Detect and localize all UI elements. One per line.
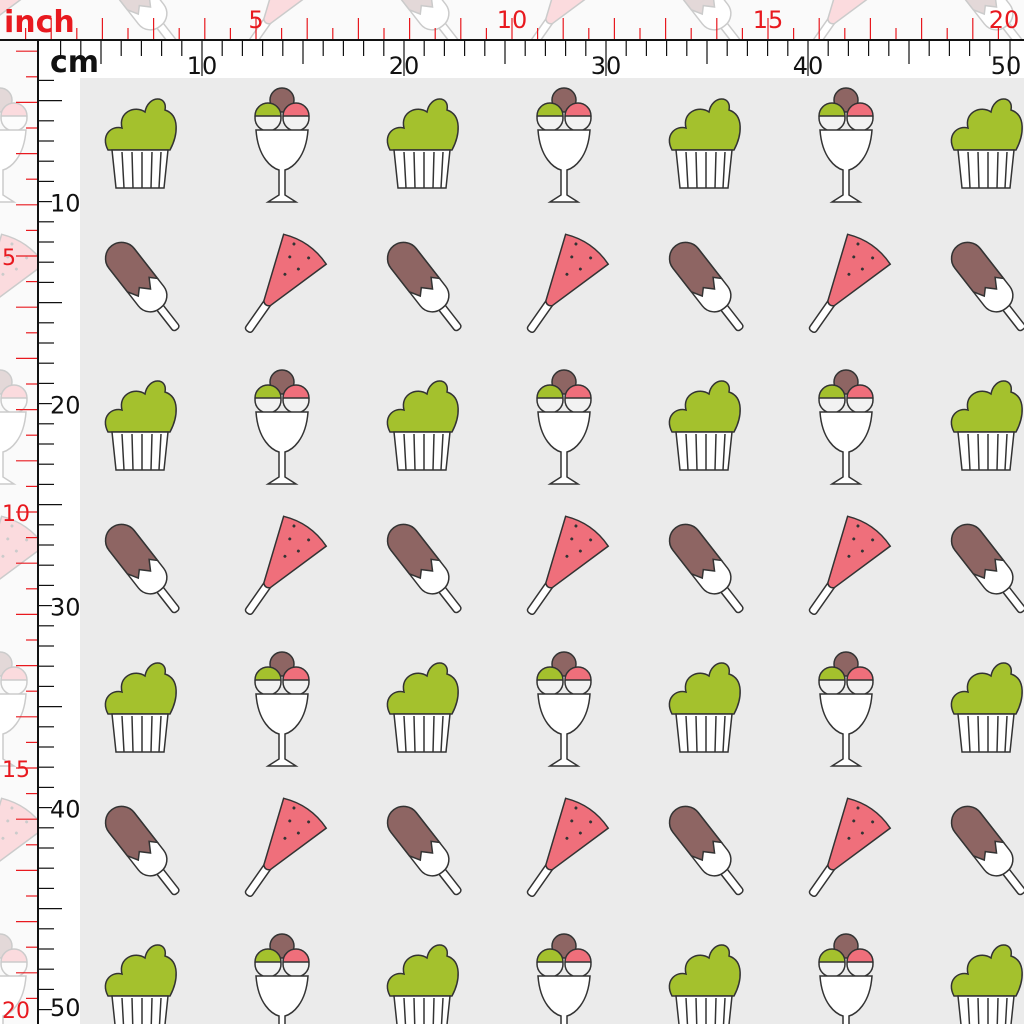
cm-label: 30 [591,52,622,80]
inch-label: 15 [753,6,784,34]
cm-label: 50 [50,994,81,1022]
inch-label: 5 [2,246,16,271]
left-cm-ruler-band [38,40,80,1024]
cm-unit: cm [50,45,99,80]
cm-label: 20 [50,392,81,420]
cm-label: 50 [991,52,1022,80]
inch-label: 10 [497,6,528,34]
inch-label: 10 [2,502,30,527]
inch-label: 15 [2,758,30,783]
inch-label: 20 [989,6,1020,34]
cm-label: 20 [389,52,420,80]
cm-label: 30 [50,594,81,622]
left-ruler-band [0,40,38,1024]
inch-label: 20 [2,999,30,1024]
ruler-ticks [16,18,1011,1011]
cm-label: 40 [793,52,824,80]
cm-label: 40 [50,796,81,824]
inch-unit: inch [4,5,75,40]
cm-label: 10 [50,190,81,218]
cm-label: 10 [187,52,218,80]
inch-label: 5 [248,6,263,34]
